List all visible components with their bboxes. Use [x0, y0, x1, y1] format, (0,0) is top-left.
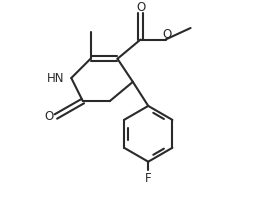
Text: O: O: [136, 1, 145, 14]
Text: O: O: [45, 110, 54, 123]
Text: F: F: [145, 171, 151, 185]
Text: O: O: [163, 28, 172, 41]
Text: HN: HN: [47, 71, 64, 85]
